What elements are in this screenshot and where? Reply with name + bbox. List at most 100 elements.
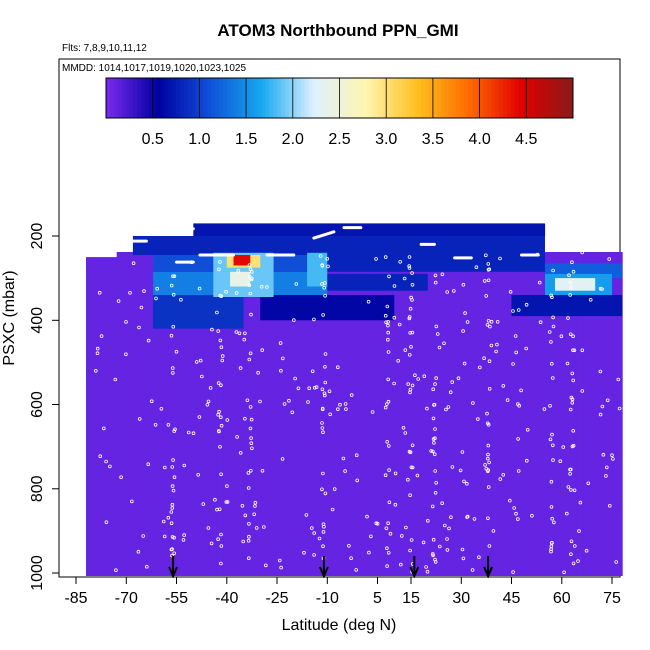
sample-point bbox=[170, 547, 174, 551]
sample-point bbox=[385, 304, 390, 309]
heatmap-column bbox=[162, 252, 171, 576]
heatmap-column bbox=[109, 257, 118, 576]
sample-point bbox=[343, 469, 347, 473]
sample-point bbox=[406, 382, 411, 386]
x-tick-label: -55 bbox=[165, 590, 188, 607]
sample-point bbox=[397, 322, 402, 327]
sample-point bbox=[482, 356, 486, 361]
colorbar-segment bbox=[464, 78, 469, 118]
sample-point bbox=[302, 550, 306, 555]
colorbar-segment bbox=[351, 78, 356, 118]
colorbar-segment bbox=[331, 78, 337, 118]
sample-point bbox=[386, 444, 391, 448]
heatmap-column bbox=[254, 252, 263, 576]
sample-point bbox=[293, 376, 297, 381]
sample-point bbox=[542, 407, 547, 411]
sample-point bbox=[465, 320, 470, 324]
colorbar-segment bbox=[187, 78, 193, 118]
sample-point bbox=[485, 322, 490, 327]
sample-point bbox=[261, 525, 266, 529]
sample-point bbox=[320, 407, 325, 412]
sample-point bbox=[247, 556, 251, 560]
axes: -85 -70 -55 -40 -25 -10 5 15 30 45 60 75 200 400 600 80… bbox=[29, 223, 621, 607]
heatmap-column bbox=[147, 252, 156, 576]
sample-point bbox=[408, 330, 413, 335]
sample-point bbox=[495, 342, 499, 347]
heatmap-column bbox=[170, 252, 179, 576]
sample-point bbox=[154, 296, 158, 301]
colorbar-segment bbox=[397, 78, 403, 118]
sample-point bbox=[584, 548, 589, 553]
sample-point bbox=[486, 262, 491, 266]
sample-point bbox=[322, 391, 327, 396]
colorbar-segment bbox=[378, 78, 383, 118]
sample-point bbox=[322, 285, 327, 290]
colorbar-segment bbox=[242, 78, 247, 118]
sample-point bbox=[219, 423, 224, 428]
sample-point bbox=[444, 407, 448, 412]
sample-point bbox=[245, 398, 250, 403]
sample-point bbox=[472, 517, 477, 521]
sample-point bbox=[516, 437, 520, 441]
heatmap-column bbox=[132, 252, 141, 576]
sample-point bbox=[145, 564, 149, 569]
sample-point bbox=[437, 345, 442, 350]
sample-point bbox=[215, 310, 219, 315]
sample-point bbox=[247, 274, 252, 279]
dates-subtitle: MMDD: 1014,1017,1019,1020,1023,1025 bbox=[62, 63, 246, 74]
heatmap-column bbox=[392, 252, 401, 576]
colorbar-segment bbox=[374, 78, 379, 118]
sample-point bbox=[561, 445, 566, 449]
sample-point bbox=[238, 450, 243, 455]
sample-point bbox=[461, 556, 466, 561]
sample-point bbox=[433, 280, 438, 285]
sample-point bbox=[139, 305, 144, 310]
colorbar-segment bbox=[358, 78, 364, 118]
sample-point bbox=[605, 398, 610, 403]
sample-point bbox=[572, 488, 577, 493]
colorbar-segment bbox=[281, 78, 286, 118]
sample-point bbox=[404, 525, 408, 530]
x-tick-label: 60 bbox=[553, 590, 571, 607]
colorbar-segment bbox=[285, 78, 290, 118]
sample-point bbox=[465, 481, 469, 486]
sample-point bbox=[216, 329, 221, 333]
colorbar-segment bbox=[343, 78, 348, 118]
sample-point bbox=[571, 348, 575, 353]
colorbar-segment bbox=[269, 78, 274, 118]
colorbar-segment bbox=[106, 78, 111, 118]
sample-point bbox=[433, 469, 438, 473]
colorbar-segment bbox=[436, 78, 442, 118]
sample-point bbox=[486, 267, 491, 272]
flights-subtitle: Flts: 7,8,9,10,11,12 bbox=[62, 43, 147, 54]
y-tick-label: 200 bbox=[29, 223, 46, 250]
sample-point bbox=[564, 511, 569, 516]
heatmap-cell bbox=[260, 295, 395, 321]
sample-point bbox=[386, 319, 391, 324]
sample-point bbox=[247, 357, 252, 362]
sample-point bbox=[383, 405, 388, 410]
sample-point bbox=[491, 529, 496, 533]
sample-point bbox=[442, 523, 447, 528]
colorbar-segment bbox=[312, 78, 317, 118]
sample-point bbox=[516, 308, 521, 312]
sample-point bbox=[131, 261, 136, 266]
sample-point bbox=[196, 472, 201, 477]
sample-point bbox=[570, 260, 574, 265]
sample-point bbox=[498, 477, 503, 481]
heatmap-column bbox=[400, 252, 409, 576]
sample-point bbox=[137, 325, 141, 330]
heatmap-column bbox=[606, 252, 615, 576]
heatmap-column bbox=[507, 252, 516, 576]
sample-point bbox=[172, 429, 177, 433]
sample-point bbox=[501, 472, 506, 477]
sample-point bbox=[551, 268, 555, 273]
colorbar-segment bbox=[561, 78, 566, 118]
sample-point bbox=[484, 294, 489, 298]
sample-point bbox=[225, 418, 230, 422]
sample-point bbox=[102, 426, 106, 431]
heatmap-column bbox=[537, 252, 547, 576]
sample-point bbox=[550, 432, 554, 437]
colorbar-segment bbox=[327, 78, 333, 118]
heatmap-column bbox=[415, 252, 424, 576]
